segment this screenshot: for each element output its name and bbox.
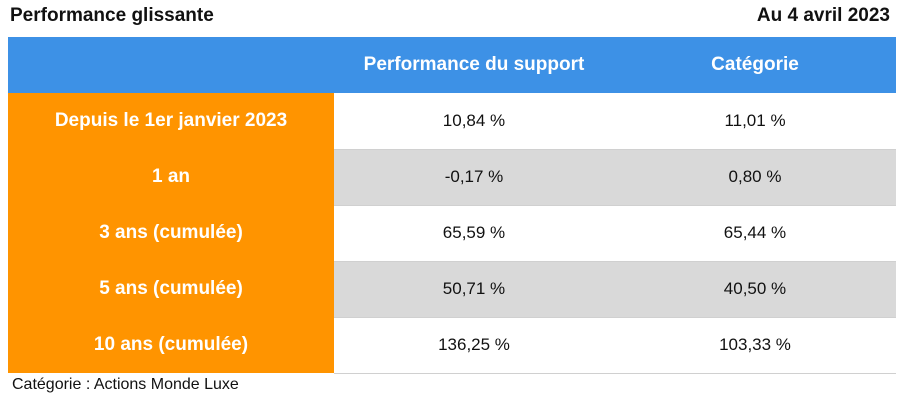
category-value: 40,50 % — [614, 261, 896, 318]
table-row: 3 ans (cumulée) 65,59 % 65,44 % — [8, 205, 896, 262]
row-label: Depuis le 1er janvier 2023 — [8, 93, 334, 149]
category-value: 0,80 % — [614, 149, 896, 206]
table-row: 1 an -0,17 % 0,80 % — [8, 149, 896, 206]
support-value: -0,17 % — [334, 149, 614, 206]
row-label: 10 ans (cumulée) — [8, 317, 334, 373]
row-label: 3 ans (cumulée) — [8, 205, 334, 261]
support-value: 65,59 % — [334, 205, 614, 262]
table-row: 10 ans (cumulée) 136,25 % 103,33 % — [8, 317, 896, 374]
category-value: 65,44 % — [614, 205, 896, 262]
row-label: 1 an — [8, 149, 334, 205]
category-footnote: Catégorie : Actions Monde Luxe — [12, 376, 239, 393]
header-cell-support: Performance du support — [334, 37, 614, 93]
support-value: 10,84 % — [334, 93, 614, 150]
row-label: 5 ans (cumulée) — [8, 261, 334, 317]
as-of-date: Au 4 avril 2023 — [756, 5, 890, 26]
table-row: Depuis le 1er janvier 2023 10,84 % 11,01… — [8, 93, 896, 150]
performance-table: Performance du support Catégorie Depuis … — [8, 37, 896, 374]
page-title: Performance glissante — [10, 5, 214, 26]
table-row: 5 ans (cumulée) 50,71 % 40,50 % — [8, 261, 896, 318]
header-cell-category: Catégorie — [614, 37, 896, 93]
category-value: 103,33 % — [614, 317, 896, 374]
header-cell-period — [8, 37, 334, 93]
support-value: 50,71 % — [334, 261, 614, 318]
support-value: 136,25 % — [334, 317, 614, 374]
table-header-row: Performance du support Catégorie — [8, 37, 896, 93]
category-value: 11,01 % — [614, 93, 896, 150]
